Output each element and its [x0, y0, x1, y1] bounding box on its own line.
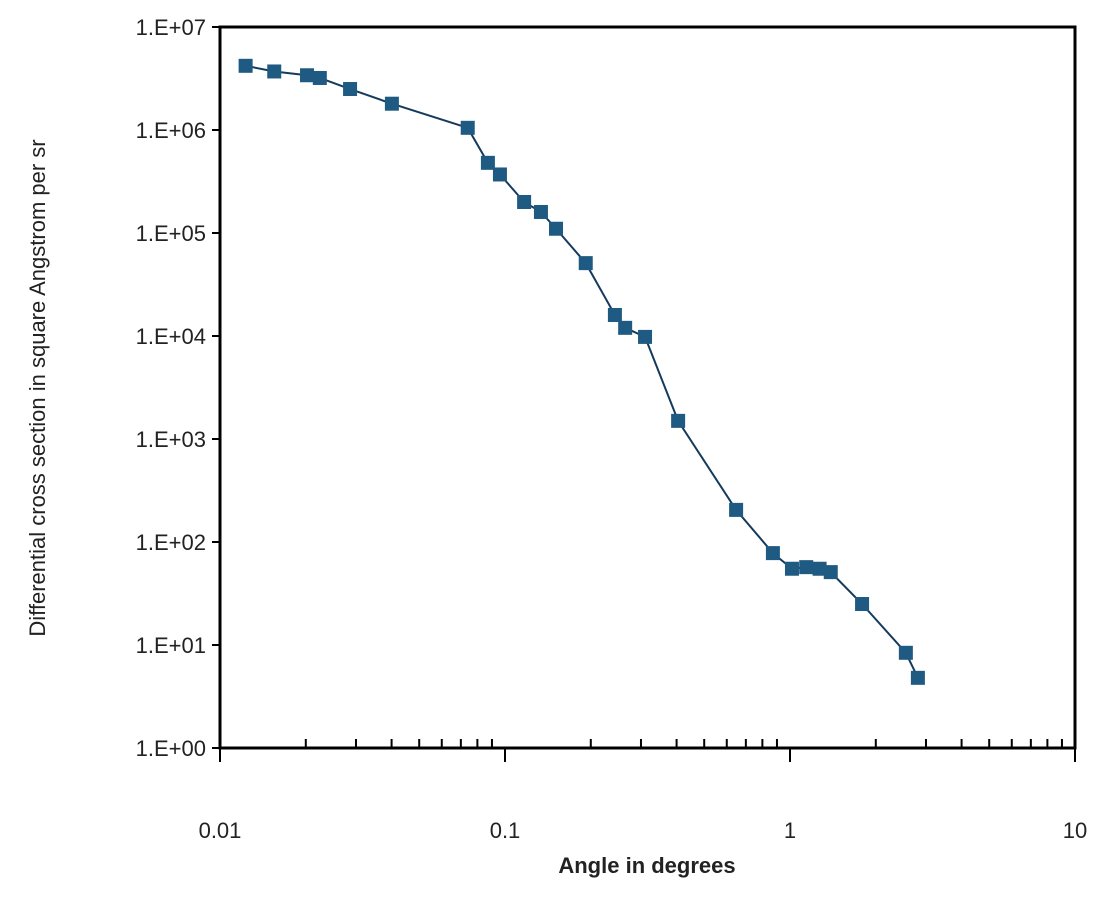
x-tick-label: 1	[784, 818, 796, 843]
x-tick-label: 0.1	[490, 818, 521, 843]
marker	[549, 221, 564, 236]
plot-frame	[218, 25, 1077, 750]
marker	[898, 645, 913, 660]
y-tick-label: 1.E+00	[136, 736, 206, 761]
marker	[638, 329, 653, 344]
marker	[343, 82, 358, 97]
marker	[671, 413, 686, 428]
marker	[729, 502, 744, 517]
y-tick-label: 1.E+07	[136, 15, 206, 40]
y-axis-title: Differential cross section in square Ang…	[25, 139, 50, 636]
marker	[765, 546, 780, 561]
marker	[812, 561, 827, 576]
series-line	[245, 64, 919, 679]
marker	[855, 597, 870, 612]
marker	[312, 70, 327, 85]
y-tick-label: 1.E+03	[136, 427, 206, 452]
x-tick-label: 0.01	[199, 818, 242, 843]
marker	[784, 561, 799, 576]
y-tick-label: 1.E+06	[136, 118, 206, 143]
marker	[492, 167, 507, 182]
y-tick-label: 1.E+05	[136, 221, 206, 246]
marker	[533, 204, 548, 219]
marker	[799, 560, 814, 575]
marker	[607, 307, 622, 322]
marker	[578, 256, 593, 271]
marker	[460, 120, 475, 135]
marker	[238, 58, 253, 73]
marker	[267, 64, 282, 79]
x-tick-label: 10	[1063, 818, 1087, 843]
y-tick-label: 1.E+02	[136, 530, 206, 555]
marker	[480, 155, 495, 170]
marker	[300, 68, 315, 83]
marker	[823, 565, 838, 580]
marker	[517, 194, 532, 209]
y-tick-label: 1.E+04	[136, 324, 206, 349]
marker	[910, 670, 925, 685]
x-axis-title: Angle in degrees	[558, 853, 735, 878]
y-tick-label: 1.E+01	[136, 633, 206, 658]
marker	[618, 320, 633, 335]
marker	[384, 96, 399, 111]
